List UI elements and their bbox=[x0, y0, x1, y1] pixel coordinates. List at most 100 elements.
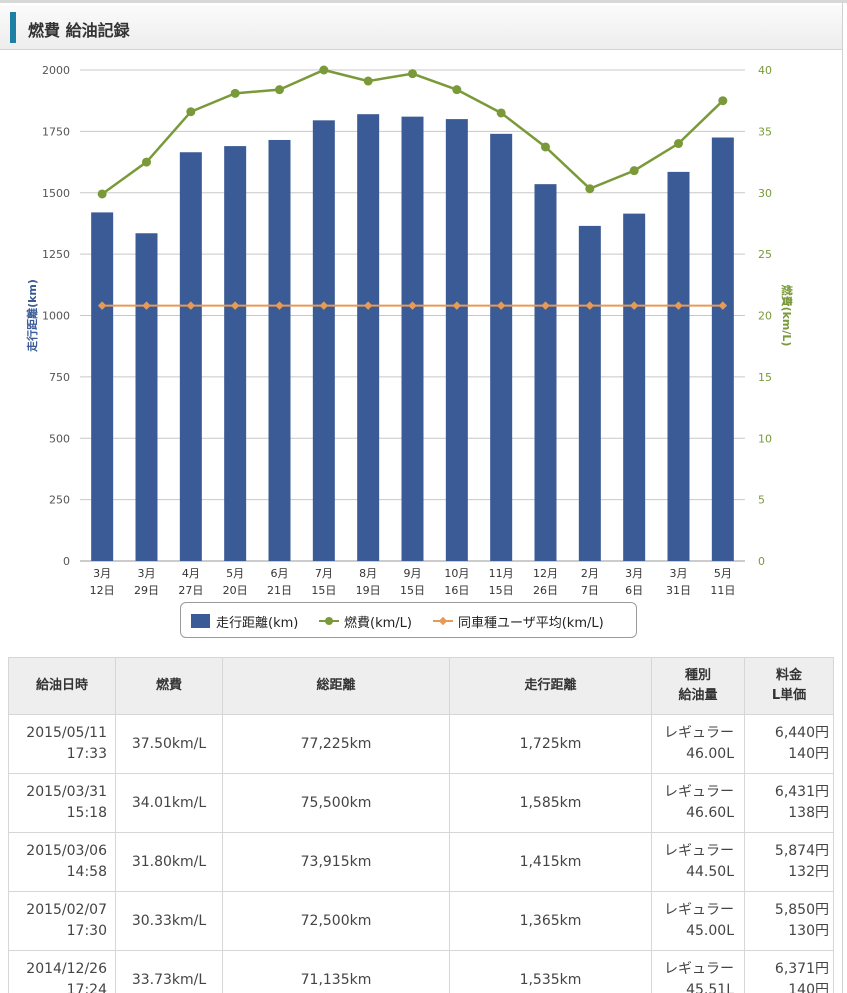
point-fuel-economy bbox=[408, 69, 417, 79]
y-left-tick-label: 2000 bbox=[42, 64, 70, 77]
cell-unit-price: 140円 bbox=[788, 746, 829, 762]
cell-type-amount: レギュラー 45.51L bbox=[651, 950, 745, 993]
y-right-tick-label: 10 bbox=[758, 432, 772, 445]
header-odometer[interactable]: 総距離 bbox=[222, 657, 450, 715]
point-fuel-economy bbox=[674, 139, 683, 149]
cell-type-amount: レギュラー 46.00L bbox=[651, 714, 745, 774]
cell-date: 2015/05/11 bbox=[26, 725, 107, 741]
point-average bbox=[408, 301, 417, 310]
table-row[interactable]: 2015/05/11 17:33 37.50km/L 77,225km 1,72… bbox=[8, 714, 834, 774]
cell-amount: 45.00L bbox=[686, 923, 734, 939]
cell-date: 2015/02/07 bbox=[26, 902, 107, 918]
cell-distance: 1,725km bbox=[449, 714, 652, 774]
legend-item-fuel[interactable]: 燃費(km/L) bbox=[319, 612, 412, 631]
legend-bar-swatch bbox=[191, 614, 210, 628]
cell-type: レギュラー bbox=[664, 843, 734, 859]
header-amount: 給油量 bbox=[678, 688, 718, 703]
cell-price-unit: 5,874円 132円 bbox=[744, 832, 834, 892]
point-average bbox=[541, 301, 550, 310]
cell-price-unit: 6,431円 138円 bbox=[744, 773, 834, 833]
header-price-unit[interactable]: 料金 L単価 bbox=[744, 657, 834, 715]
cell-unit-price: 140円 bbox=[788, 982, 829, 993]
table-row[interactable]: 2015/03/06 14:58 31.80km/L 73,915km 1,41… bbox=[8, 832, 834, 892]
x-tick-label-month: 5月 bbox=[226, 567, 244, 580]
cell-odometer: 71,135km bbox=[222, 950, 450, 993]
refuel-log-table: 給油日時 燃費 総距離 走行距離 種別 給油量 料金 L単価 2015/05/1… bbox=[8, 657, 834, 993]
bar-distance bbox=[179, 152, 202, 561]
x-tick-label-day: 15日 bbox=[489, 584, 514, 597]
point-fuel-economy bbox=[142, 157, 151, 167]
header-accent-bar bbox=[10, 12, 16, 43]
x-tick-label-month: 4月 bbox=[182, 567, 200, 580]
y-left-tick-label: 250 bbox=[49, 494, 70, 507]
header-price: 料金 bbox=[775, 668, 802, 683]
point-average bbox=[629, 301, 639, 310]
cell-type-amount: レギュラー 46.60L bbox=[651, 773, 745, 833]
x-tick-label-month: 10月 bbox=[444, 567, 469, 580]
cell-price-unit: 5,850円 130円 bbox=[744, 891, 834, 951]
cell-unit-price: 130円 bbox=[788, 923, 829, 939]
header-distance[interactable]: 走行距離 bbox=[449, 657, 652, 715]
cell-datetime: 2015/02/07 17:30 bbox=[8, 891, 116, 951]
header-date[interactable]: 給油日時 bbox=[8, 657, 116, 715]
cell-price: 5,874円 bbox=[774, 843, 829, 859]
cell-time: 15:18 bbox=[66, 805, 107, 821]
header-fuel[interactable]: 燃費 bbox=[115, 657, 223, 715]
cell-price: 5,850円 bbox=[774, 902, 829, 918]
point-average bbox=[718, 301, 728, 310]
legend-label-distance: 走行距離(km) bbox=[216, 615, 299, 631]
cell-type: レギュラー bbox=[664, 725, 734, 741]
bar-distance bbox=[490, 133, 513, 561]
x-tick-label-day: 19日 bbox=[356, 584, 381, 597]
cell-time: 14:58 bbox=[66, 864, 107, 880]
table-row[interactable]: 2015/02/07 17:30 30.33km/L 72,500km 1,36… bbox=[8, 891, 834, 951]
point-fuel-economy bbox=[363, 76, 373, 86]
cell-time: 17:24 bbox=[66, 982, 107, 993]
cell-amount: 46.00L bbox=[686, 746, 734, 762]
cell-datetime: 2015/05/11 17:33 bbox=[8, 714, 116, 774]
cell-unit-price: 132円 bbox=[788, 864, 829, 880]
legend-item-distance[interactable]: 走行距離(km) bbox=[191, 612, 299, 631]
point-average bbox=[97, 301, 107, 310]
x-tick-label-day: 21日 bbox=[267, 584, 292, 597]
bar-distance bbox=[357, 114, 380, 561]
legend-item-average[interactable]: 同車種ユーザ平均(km/L) bbox=[433, 612, 604, 631]
y-left-tick-label: 1500 bbox=[42, 187, 70, 200]
cell-time: 17:33 bbox=[66, 746, 107, 762]
cell-price: 6,431円 bbox=[774, 784, 829, 800]
cell-date: 2015/03/31 bbox=[26, 784, 107, 800]
legend-label-average: 同車種ユーザ平均(km/L) bbox=[458, 615, 604, 631]
x-tick-label-day: 6日 bbox=[625, 584, 643, 597]
header-type-amount[interactable]: 種別 給油量 bbox=[651, 657, 745, 715]
cell-datetime: 2015/03/06 14:58 bbox=[8, 832, 116, 892]
cell-odometer: 73,915km bbox=[222, 832, 450, 892]
y-right-tick-label: 20 bbox=[758, 310, 772, 323]
y-left-tick-label: 500 bbox=[49, 432, 70, 445]
bar-distance bbox=[667, 171, 690, 561]
cell-fuel: 37.50km/L bbox=[115, 714, 223, 774]
cell-datetime: 2015/03/31 15:18 bbox=[8, 773, 116, 833]
page-title: 燃費 給油記録 bbox=[28, 21, 130, 40]
cell-datetime: 2014/12/26 17:24 bbox=[8, 950, 116, 993]
fuel-chart: 0 250 500 750 1000 1250 1500 1750 2000 0 5 10 15 20 25… bbox=[25, 64, 794, 597]
y-left-tick-label: 1250 bbox=[42, 248, 70, 261]
chart-legend: 走行距離(km) 燃費(km/L) 同車種ユーザ平均(km/L) bbox=[180, 602, 637, 638]
bar-distance bbox=[578, 225, 601, 561]
table-row[interactable]: 2014/12/26 17:24 33.73km/L 71,135km 1,53… bbox=[8, 950, 834, 993]
point-fuel-economy bbox=[541, 142, 550, 152]
point-average bbox=[674, 301, 683, 310]
x-tick-label-month: 11月 bbox=[489, 567, 514, 580]
point-fuel-economy bbox=[186, 107, 196, 117]
cell-type: レギュラー bbox=[664, 784, 734, 800]
cell-odometer: 77,225km bbox=[222, 714, 450, 774]
x-tick-label-day: 16日 bbox=[444, 584, 469, 597]
table-row[interactable]: 2015/03/31 15:18 34.01km/L 75,500km 1,58… bbox=[8, 773, 834, 833]
point-average bbox=[452, 301, 462, 310]
cell-price: 6,371円 bbox=[774, 961, 829, 977]
point-fuel-economy bbox=[97, 189, 107, 199]
x-tick-label-day: 15日 bbox=[400, 584, 425, 597]
x-tick-label-day: 26日 bbox=[533, 584, 558, 597]
y-right-tick-label: 25 bbox=[758, 248, 772, 261]
point-fuel-economy bbox=[496, 108, 506, 118]
point-average bbox=[186, 301, 196, 310]
